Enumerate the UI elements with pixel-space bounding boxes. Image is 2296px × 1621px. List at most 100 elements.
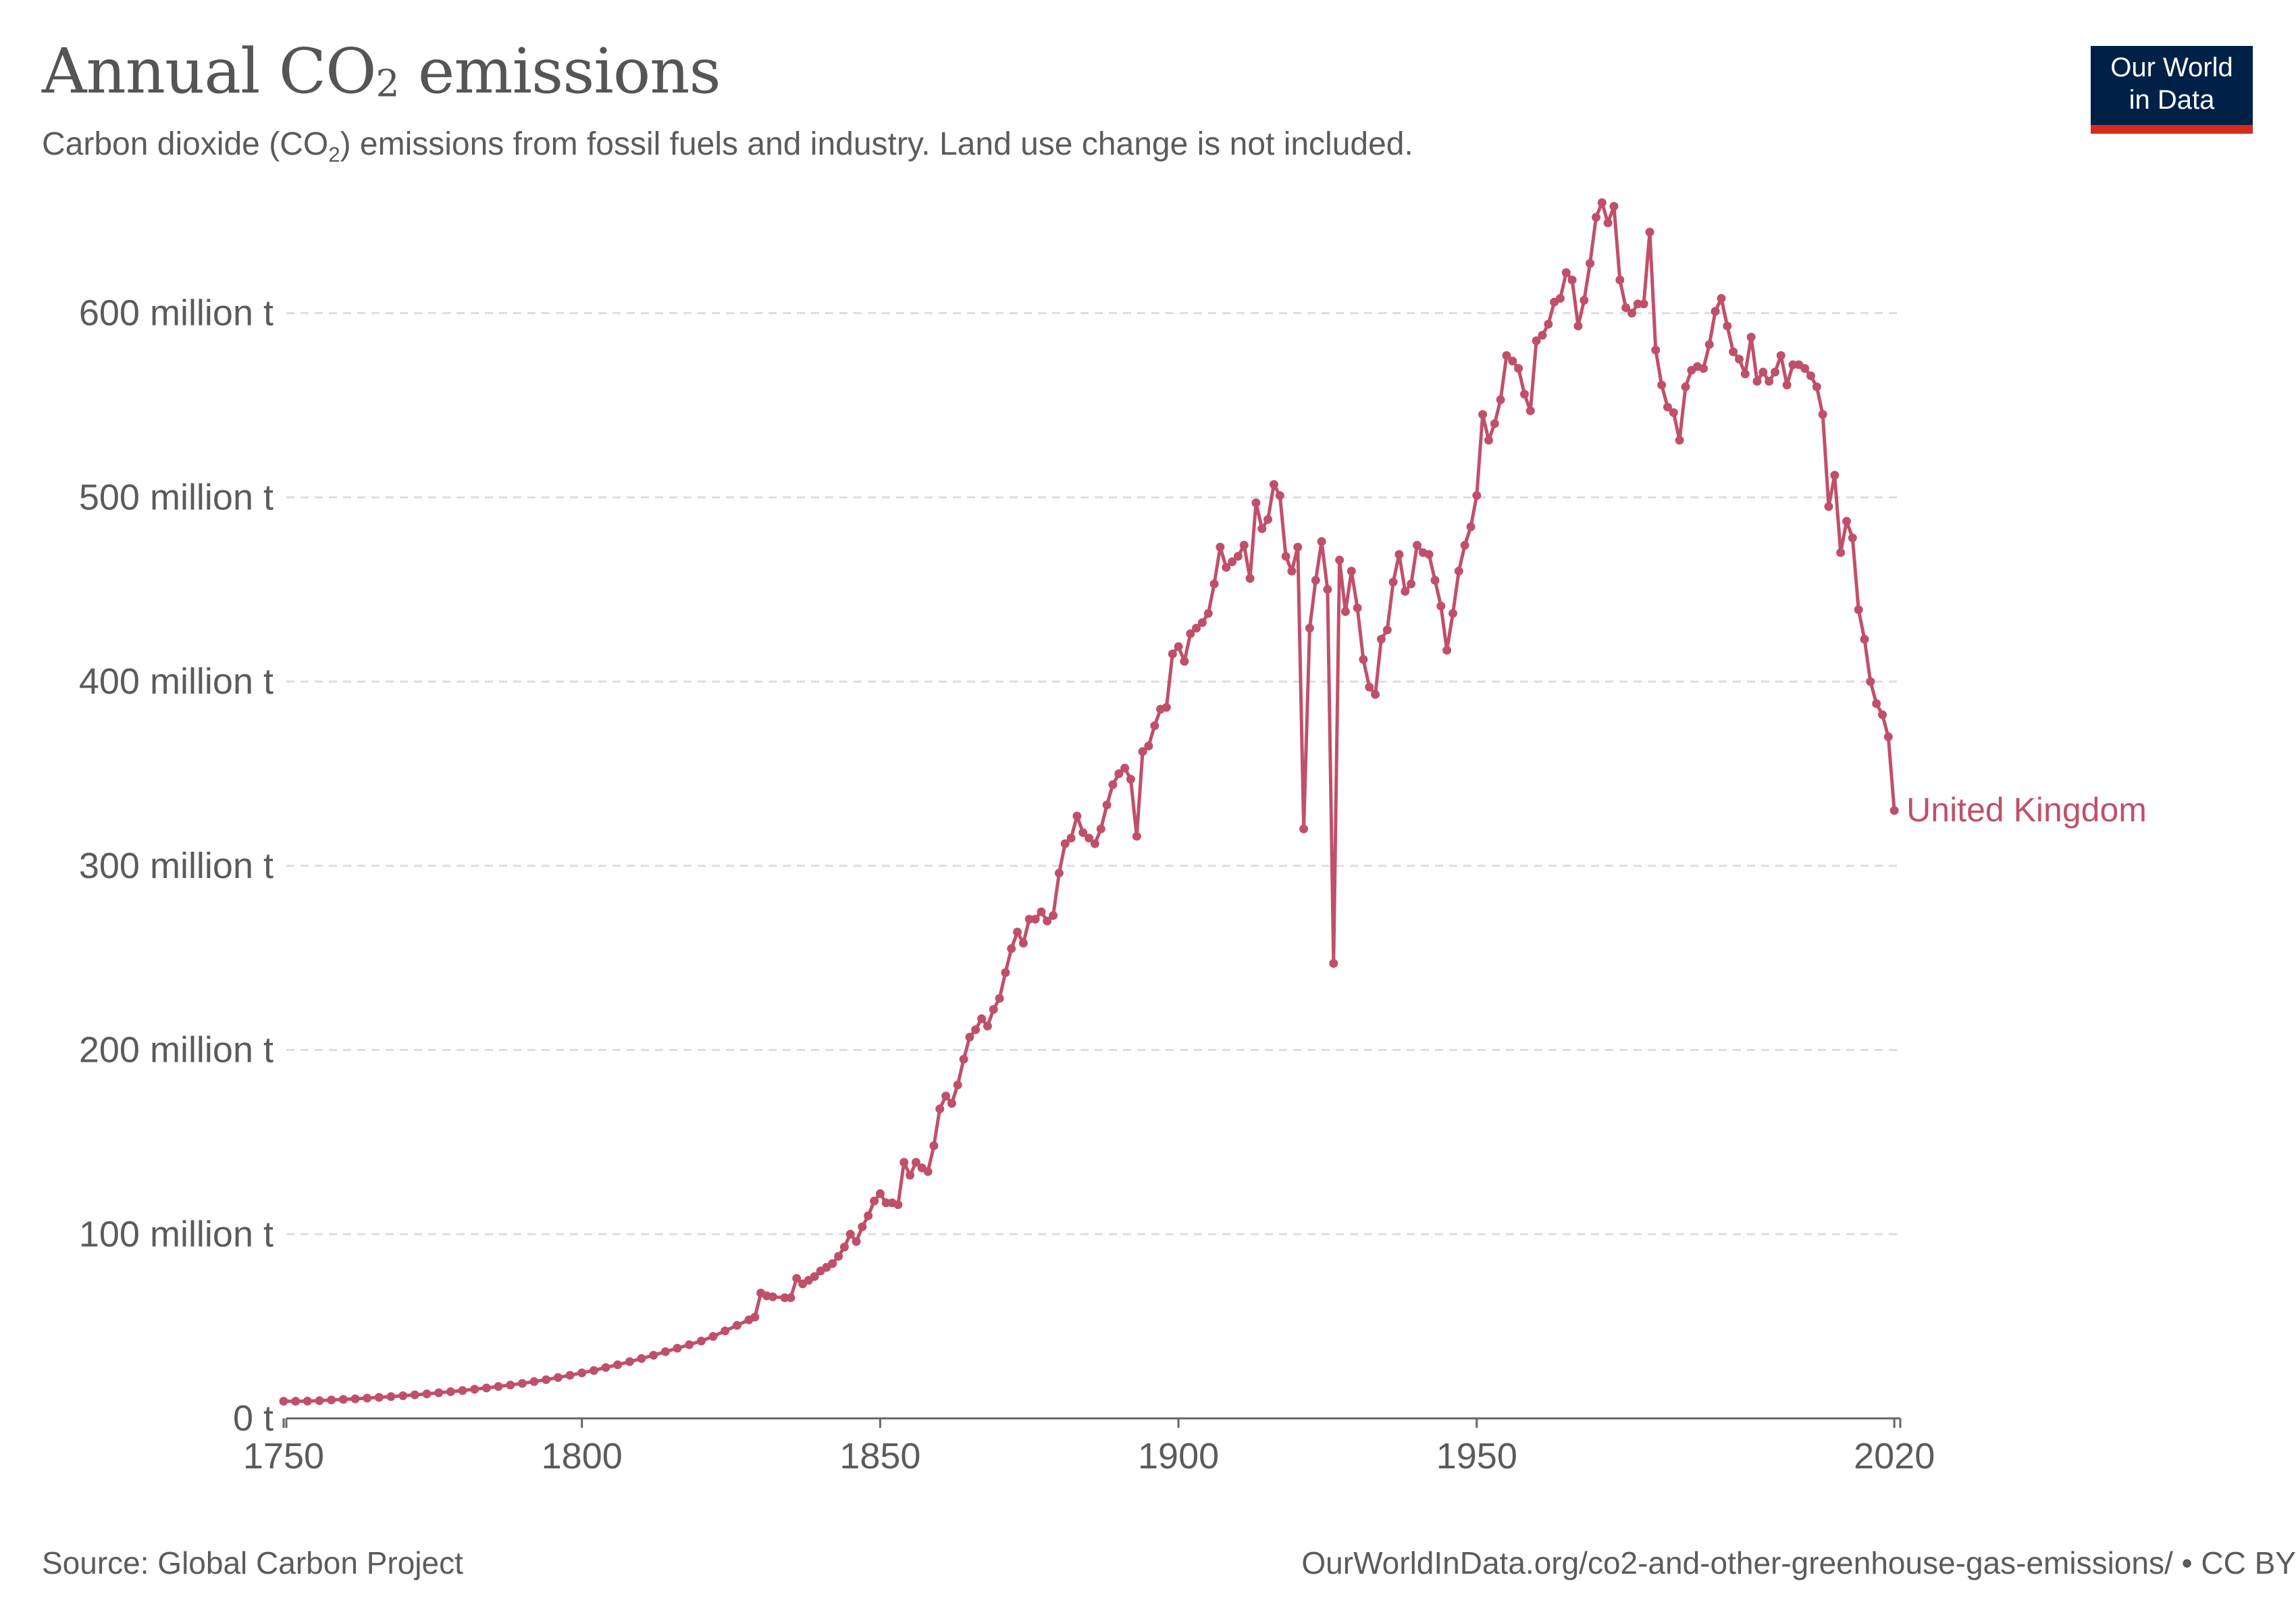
data-point [1735,355,1744,364]
data-point [1054,869,1064,878]
y-tick-label: 0 t [233,1398,273,1439]
data-point [1317,537,1326,546]
data-point [881,1198,891,1208]
data-point [1329,958,1338,968]
data-point [1771,367,1779,377]
data-point [410,1390,419,1399]
series-points [279,198,1899,1406]
y-tick-label: 200 million t [79,1030,273,1071]
data-point [470,1385,479,1394]
data-point [1765,377,1774,386]
data-point [1192,623,1201,633]
data-point [1371,690,1380,699]
data-point [625,1357,634,1366]
owid-logo[interactable]: Our World in Data [2091,46,2253,134]
data-point [839,1242,849,1252]
data-point [1090,839,1099,848]
data-point [828,1259,837,1268]
data-point [1538,330,1547,340]
data-point [1108,780,1118,790]
data-point [1239,540,1249,550]
data-point [1388,577,1398,587]
data-point [1436,601,1446,611]
data-point [1018,938,1028,948]
data-point [1609,202,1619,211]
data-point [1889,806,1899,815]
y-tick-label: 600 million t [79,293,273,334]
data-point [350,1394,360,1404]
data-point [1651,345,1661,355]
data-point [959,1054,968,1064]
data-point [1746,332,1756,342]
data-point [1878,710,1887,719]
y-tick-label: 500 million t [79,477,273,517]
data-point [1478,410,1488,419]
data-point [1752,377,1762,386]
series-end-label: United Kingdom [1906,791,2147,829]
x-tick-label: 1800 [542,1436,623,1476]
data-point [1394,550,1404,559]
data-point [1030,915,1040,924]
data-point [1245,573,1255,583]
data-point [1615,276,1625,284]
data-point [1490,419,1499,428]
source-url[interactable]: OurWorldInData.org/co2-and-other-greenho… [1301,1545,2296,1580]
data-point [965,1033,974,1041]
data-point [1359,654,1368,664]
data-point [929,1141,939,1150]
data-point [1532,336,1541,345]
data-point [1723,321,1732,331]
data-point [1740,369,1750,379]
data-point [1525,406,1535,415]
data-point [1514,364,1523,373]
data-point [1102,800,1112,810]
data-point [1860,634,1869,644]
data-point [1567,276,1577,284]
data-point [941,1091,951,1101]
data-point [971,1025,981,1034]
data-point [374,1393,384,1402]
data-point [1037,907,1046,917]
x-tick-label: 1750 [243,1436,324,1476]
data-point [1496,395,1505,405]
data-point [977,1014,987,1023]
data-point [458,1386,467,1395]
data-point [327,1395,336,1405]
data-point [1072,811,1082,821]
data-point [565,1370,575,1380]
data-point [852,1237,861,1246]
data-point [953,1080,962,1089]
data-point [1340,607,1350,616]
data-point [1413,540,1421,550]
data-point [494,1382,503,1391]
data-point [601,1363,610,1372]
data-point [1305,623,1314,633]
data-point [768,1292,777,1302]
data-point [1711,307,1720,316]
data-point [1460,540,1469,550]
data-point [1454,567,1463,575]
data-point [1508,357,1517,365]
data-point [303,1396,312,1406]
data-point [673,1343,682,1353]
data-point [1180,657,1189,666]
data-point [1353,603,1362,613]
data-point [989,1005,998,1014]
data-point [1603,218,1613,228]
data-point [1043,917,1052,926]
data-point [1365,682,1374,692]
data-point [1502,351,1511,360]
data-point [1484,436,1493,445]
data-point [1883,732,1893,742]
data-point [983,1021,992,1031]
data-point [422,1389,432,1399]
data-point [875,1189,885,1198]
data-point [434,1388,444,1397]
data-point [923,1167,933,1176]
data-point [1800,364,1810,373]
data-point [792,1274,802,1283]
data-point [1299,824,1309,833]
data-point [1257,524,1267,534]
data-point [1729,347,1738,357]
